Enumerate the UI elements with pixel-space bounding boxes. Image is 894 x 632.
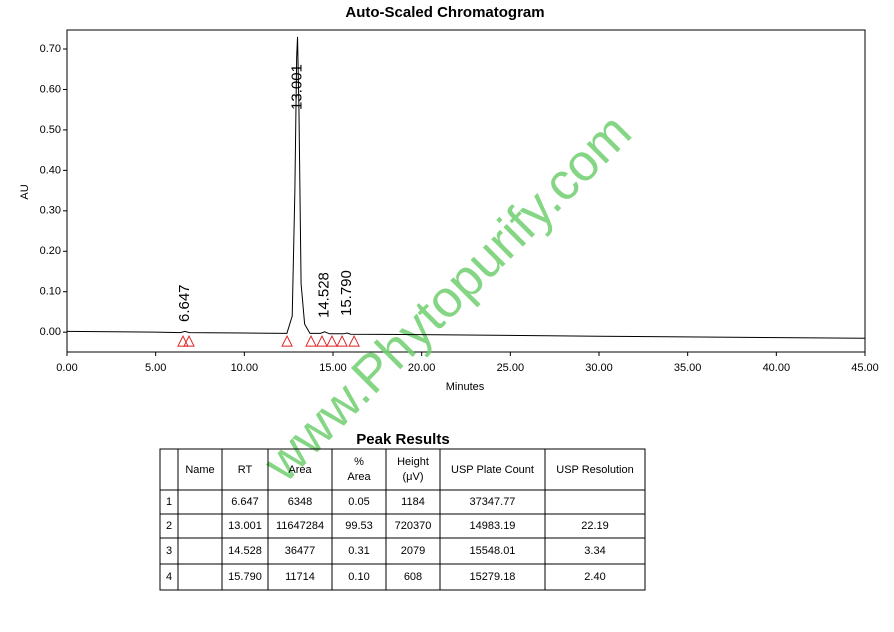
table-header: USP Resolution (556, 464, 633, 476)
table-cell: 6.647 (231, 496, 259, 508)
table-cell: 1 (166, 496, 172, 508)
x-tick-label: 20.00 (408, 362, 436, 374)
y-axis-label: AU (19, 184, 31, 199)
x-tick-label: 35.00 (674, 362, 702, 374)
x-tick-label: 5.00 (145, 362, 166, 374)
table-cell: 4 (166, 571, 172, 583)
y-tick-label: 0.30 (40, 205, 61, 217)
chart-title: Auto-Scaled Chromatogram (345, 4, 544, 21)
table-cell: 37347.77 (470, 496, 516, 508)
table-cell: 36477 (285, 545, 316, 557)
table-cell: 14.528 (228, 545, 262, 557)
header-word: Area (347, 471, 371, 483)
results-table: Name RT Area% Area Height (μV) USP Plate Count… (159, 448, 646, 591)
peak-label: 13.001 (289, 64, 306, 110)
x-tick-label: 40.00 (763, 362, 791, 374)
table-cell: 3.34 (584, 545, 605, 557)
y-tick-label: 0.60 (40, 83, 61, 95)
table-cell: 0.31 (348, 545, 369, 557)
table-cell: 3 (166, 545, 172, 557)
table-cell: 2 (166, 520, 172, 532)
x-axis-label: Minutes (446, 381, 485, 393)
x-tick-label: 15.00 (319, 362, 347, 374)
header-word: Height (397, 456, 429, 468)
table-cell: 13.001 (228, 520, 262, 532)
table-cell: 6348 (288, 496, 312, 508)
y-tick-label: 0.10 (40, 286, 61, 298)
y-tick-label: 0.20 (40, 245, 61, 257)
table-cell: 2079 (401, 545, 425, 557)
integration-mark (316, 334, 328, 347)
integration-mark (326, 334, 338, 347)
table-cell: 15548.01 (470, 545, 516, 557)
table-header: Area (288, 464, 312, 476)
integration-mark (305, 334, 317, 347)
y-tick-label: 0.40 (40, 164, 61, 176)
peak-label: 14.528 (316, 272, 333, 318)
chromatogram-line (66, 36, 866, 339)
y-tick-label: 0.50 (40, 124, 61, 136)
table-header: Name (185, 464, 214, 476)
x-tick-label: 0.00 (56, 362, 77, 374)
plot-frame (66, 29, 866, 353)
table-header: Height (μV) (397, 456, 429, 483)
integration-mark (336, 334, 348, 347)
table-cell: 0.05 (348, 496, 369, 508)
x-tick-label: 45.00 (851, 362, 879, 374)
table-cell: 99.53 (345, 520, 373, 532)
table-header: RT (238, 464, 253, 476)
header-word: (μV) (402, 471, 423, 483)
header-word: % (354, 456, 364, 468)
x-tick-label: 30.00 (585, 362, 613, 374)
peak-label: 15.790 (338, 270, 355, 316)
table-cell: 1184 (401, 496, 425, 508)
integration-mark (177, 334, 189, 347)
table-header: USP Plate Count (451, 464, 534, 476)
table-cell: 14983.19 (470, 520, 516, 532)
table-cell: 15.790 (228, 571, 262, 583)
x-tick-label: 25.00 (497, 362, 525, 374)
y-tick-label: 0.70 (40, 43, 61, 55)
table-cell: 22.19 (581, 520, 609, 532)
x-tick-label: 10.00 (231, 362, 259, 374)
table-header: % Area (347, 456, 371, 483)
table-cell: 720370 (395, 520, 432, 532)
table-cell: 608 (404, 571, 422, 583)
table-cell: 11647284 (276, 520, 324, 532)
integration-mark (281, 334, 293, 347)
table-cell: 2.40 (584, 571, 605, 583)
table-cell: 15279.18 (470, 571, 516, 583)
table-cell: 0.10 (348, 571, 369, 583)
peak-label: 6.647 (176, 284, 193, 322)
table-frame (159, 448, 646, 591)
table-title: Peak Results (356, 431, 449, 448)
y-tick-label: 0.00 (40, 326, 61, 338)
integration-mark (348, 334, 360, 347)
integration-mark (183, 334, 195, 347)
table-cell: 11714 (285, 571, 315, 583)
